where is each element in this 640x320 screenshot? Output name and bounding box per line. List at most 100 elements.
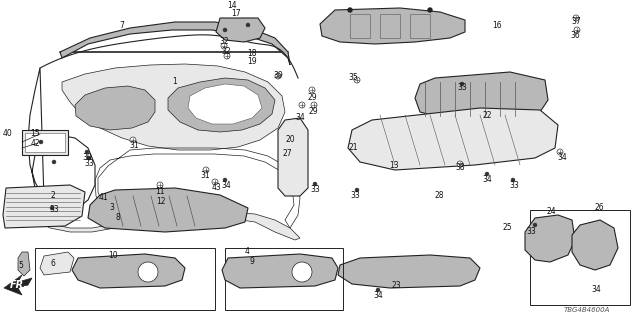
Text: 7: 7 (120, 20, 124, 29)
Text: 34: 34 (295, 114, 305, 123)
Polygon shape (88, 188, 248, 232)
Polygon shape (75, 86, 155, 130)
Text: 33: 33 (84, 159, 94, 169)
Text: 23: 23 (391, 281, 401, 290)
Polygon shape (222, 254, 338, 288)
Text: 33: 33 (350, 191, 360, 201)
Circle shape (313, 182, 317, 186)
Text: 34: 34 (591, 285, 601, 294)
Text: 29: 29 (308, 107, 318, 116)
Text: 9: 9 (250, 257, 255, 266)
Text: 41: 41 (98, 194, 108, 203)
Text: 10: 10 (108, 252, 118, 260)
Text: 38: 38 (455, 164, 465, 172)
Text: 30: 30 (82, 153, 92, 162)
Circle shape (348, 8, 352, 12)
Polygon shape (216, 18, 265, 42)
Circle shape (311, 102, 317, 108)
Text: 36: 36 (570, 31, 580, 41)
Circle shape (212, 179, 218, 185)
Text: 31: 31 (200, 171, 210, 180)
Text: 33: 33 (310, 185, 320, 194)
Text: 34: 34 (373, 292, 383, 300)
Text: 34: 34 (482, 174, 492, 183)
Text: 18: 18 (247, 49, 257, 58)
Text: 8: 8 (116, 213, 120, 222)
Polygon shape (320, 8, 465, 44)
Text: 6: 6 (51, 259, 56, 268)
Circle shape (485, 172, 489, 176)
Circle shape (130, 137, 136, 143)
Polygon shape (348, 108, 558, 170)
Circle shape (52, 160, 56, 164)
Polygon shape (278, 118, 308, 196)
Circle shape (309, 87, 315, 93)
Circle shape (138, 262, 158, 282)
Bar (530, 210, 630, 305)
Polygon shape (572, 220, 618, 270)
Text: 1: 1 (173, 77, 177, 86)
Text: 43: 43 (212, 183, 222, 193)
Circle shape (428, 8, 432, 12)
Circle shape (221, 43, 227, 49)
Circle shape (203, 167, 209, 173)
Bar (225, 248, 343, 310)
Circle shape (224, 53, 230, 59)
Circle shape (50, 206, 54, 210)
Text: 33: 33 (457, 84, 467, 92)
Text: 24: 24 (546, 207, 556, 217)
Text: 28: 28 (435, 191, 444, 201)
Text: 25: 25 (502, 223, 512, 233)
Circle shape (85, 150, 89, 154)
Circle shape (157, 182, 163, 188)
Text: 37: 37 (571, 18, 581, 27)
Text: 32: 32 (221, 47, 231, 57)
Circle shape (87, 156, 91, 160)
Circle shape (275, 73, 281, 79)
Circle shape (460, 82, 464, 86)
Polygon shape (525, 215, 575, 262)
Text: 34: 34 (221, 180, 231, 189)
Polygon shape (72, 254, 185, 288)
Polygon shape (4, 275, 32, 295)
Circle shape (573, 15, 579, 21)
Circle shape (355, 188, 359, 192)
Polygon shape (40, 252, 74, 275)
Circle shape (223, 178, 227, 182)
Text: 33: 33 (509, 180, 519, 189)
Circle shape (292, 262, 312, 282)
Text: 32: 32 (219, 37, 229, 46)
Text: 27: 27 (282, 148, 292, 157)
Text: 12: 12 (156, 196, 166, 205)
Text: 14: 14 (227, 2, 237, 11)
Polygon shape (3, 185, 85, 228)
Text: 34: 34 (557, 153, 567, 162)
Polygon shape (62, 64, 285, 150)
Polygon shape (60, 22, 290, 65)
Circle shape (557, 149, 563, 155)
Polygon shape (18, 252, 30, 276)
Bar (35, 248, 215, 310)
Text: 4: 4 (244, 247, 250, 257)
Circle shape (376, 288, 380, 292)
Text: 33: 33 (526, 227, 536, 236)
Text: 29: 29 (307, 92, 317, 101)
Circle shape (246, 23, 250, 27)
Text: 40: 40 (3, 130, 13, 139)
Text: FR.: FR. (10, 280, 28, 290)
Polygon shape (26, 205, 300, 240)
Text: 35: 35 (348, 73, 358, 82)
Circle shape (457, 161, 463, 167)
Text: 19: 19 (247, 57, 257, 66)
Circle shape (299, 102, 305, 108)
Polygon shape (168, 78, 275, 132)
Text: 42: 42 (30, 139, 40, 148)
Polygon shape (188, 84, 262, 124)
Text: 22: 22 (483, 110, 492, 119)
Text: 31: 31 (129, 140, 139, 149)
Circle shape (223, 28, 227, 32)
Text: 16: 16 (492, 20, 502, 29)
Text: 39: 39 (273, 70, 283, 79)
Circle shape (354, 77, 360, 83)
Text: 2: 2 (51, 191, 56, 201)
